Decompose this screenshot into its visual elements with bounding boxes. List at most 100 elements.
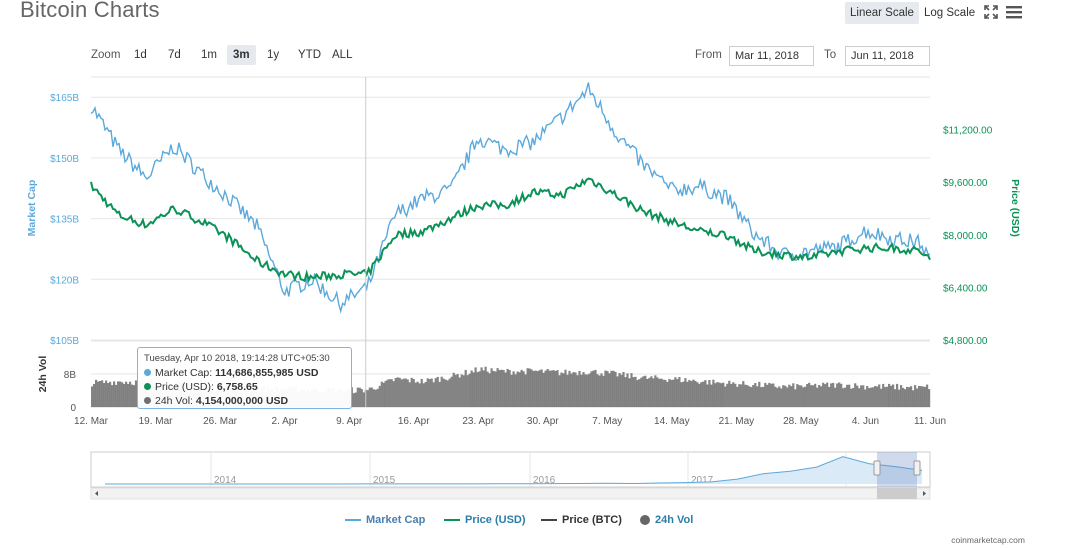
zoom-button-1m[interactable]: 1m	[201, 49, 217, 61]
volume-bar	[798, 385, 801, 407]
volume-bar	[838, 382, 841, 407]
volume-bar	[688, 379, 691, 407]
legend-price-btc[interactable]: Price (BTC)	[541, 512, 622, 528]
volume-bar	[378, 385, 381, 407]
legend-volume[interactable]: 24h Vol	[640, 512, 693, 528]
volume-bar	[828, 387, 831, 407]
linear-scale-button[interactable]: Linear Scale	[845, 2, 919, 24]
credit-link[interactable]: coinmarketcap.com	[951, 535, 1025, 545]
volume-bar	[119, 381, 122, 407]
volume-bar	[730, 383, 733, 407]
legend-price-usd[interactable]: Price (USD)	[444, 512, 526, 528]
volume-bar	[920, 386, 923, 407]
x-axis-tick-label: 16. Apr	[398, 416, 430, 427]
volume-bar	[496, 368, 499, 407]
volume-bar	[652, 378, 655, 407]
volume-bar	[620, 374, 623, 407]
volume-bar	[916, 388, 919, 407]
right-axis-tick-label: $8,000.00	[943, 231, 988, 242]
fullscreen-icon[interactable]	[982, 3, 1002, 21]
volume-bar	[490, 368, 493, 407]
volume-bar	[374, 389, 377, 407]
volume-bar	[422, 383, 425, 407]
volume-bar	[113, 381, 116, 407]
volume-bar	[534, 370, 537, 407]
zoom-button-1y[interactable]: 1y	[267, 49, 280, 61]
volume-bar	[526, 368, 529, 407]
x-axis-tick-label: 12. Mar	[74, 416, 109, 427]
tooltip-price-usd-label: Price (USD):	[155, 381, 217, 393]
scrollbar-thumb[interactable]	[877, 488, 917, 499]
navigator-left-handle[interactable]	[873, 460, 881, 476]
volume-bar	[774, 386, 777, 407]
legend-market-cap[interactable]: Market Cap	[345, 512, 425, 528]
volume-bar	[794, 389, 797, 407]
volume-bar	[558, 375, 561, 407]
from-date-input[interactable]: Mar 11, 2018	[729, 46, 814, 66]
volume-bar	[922, 386, 925, 407]
volume-bar	[580, 374, 583, 407]
navigator-right-handle[interactable]	[913, 460, 921, 476]
volume-bar	[506, 368, 509, 407]
scroll-right-arrow-icon[interactable]	[923, 491, 926, 496]
volume-bar	[754, 383, 757, 407]
volume-bar	[816, 387, 819, 407]
volume-bar	[530, 369, 533, 407]
right-axis-title: Price (USD)	[1009, 179, 1021, 237]
log-scale-button[interactable]: Log Scale	[924, 7, 976, 19]
volume-bar	[414, 382, 417, 407]
x-axis-tick-label: 2. Apr	[272, 416, 299, 427]
volume-bar	[924, 386, 927, 407]
left-axis-tick-label: $165B	[50, 93, 79, 104]
volume-bar	[612, 370, 615, 407]
zoom-button-ytd[interactable]: YTD	[298, 49, 321, 61]
zoom-button-all[interactable]: ALL	[332, 49, 353, 61]
navigator-selected-range[interactable]	[877, 452, 917, 487]
volume-bar	[724, 386, 727, 407]
volume-bar	[131, 384, 134, 407]
volume-bar	[482, 370, 485, 407]
volume-bar	[624, 377, 627, 407]
zoom-button-3m[interactable]: 3m	[227, 45, 256, 65]
volume-bar	[518, 372, 521, 407]
volume-bar	[810, 385, 813, 407]
zoom-button-1d[interactable]: 1d	[134, 49, 147, 61]
volume-bar	[117, 381, 120, 407]
volume-bar	[786, 387, 789, 407]
to-label: To	[824, 49, 837, 61]
volume-bar	[390, 379, 393, 407]
volume-bar	[878, 384, 881, 407]
volume-bar	[902, 387, 905, 407]
page-title: Bitcoin Charts	[20, 0, 160, 22]
volume-bar	[756, 386, 759, 407]
volume-bar	[738, 384, 741, 407]
volume-bar	[380, 381, 383, 407]
volume-bar	[546, 369, 549, 407]
to-date-input[interactable]: Jun 11, 2018	[845, 46, 930, 66]
volume-bar	[438, 381, 441, 407]
volume-bar	[888, 383, 891, 407]
volume-bar	[508, 370, 511, 407]
volume-bar	[734, 383, 737, 407]
hamburger-menu-icon[interactable]	[1005, 3, 1025, 21]
volume-bar	[105, 380, 108, 407]
volume-bar	[582, 372, 585, 407]
volume-bar	[818, 385, 821, 407]
volume-bar	[814, 383, 817, 407]
volume-bar	[892, 384, 895, 407]
market-cap-dot	[144, 369, 151, 376]
volume-bar	[728, 380, 731, 407]
zoom-button-7d[interactable]: 7d	[168, 49, 181, 61]
scroll-left-arrow-icon[interactable]	[95, 491, 98, 496]
right-axis-tick-label: $9,600.00	[943, 178, 988, 189]
volume-bar	[594, 369, 597, 407]
volume-bar	[636, 380, 639, 407]
volume-bar	[372, 389, 375, 407]
volume-bar	[870, 387, 873, 407]
scrollbar-track[interactable]	[90, 487, 931, 500]
price-usd-dot	[144, 383, 151, 390]
volume-bar	[544, 370, 547, 407]
volume-bar	[702, 381, 705, 407]
volume-bar	[848, 384, 851, 407]
